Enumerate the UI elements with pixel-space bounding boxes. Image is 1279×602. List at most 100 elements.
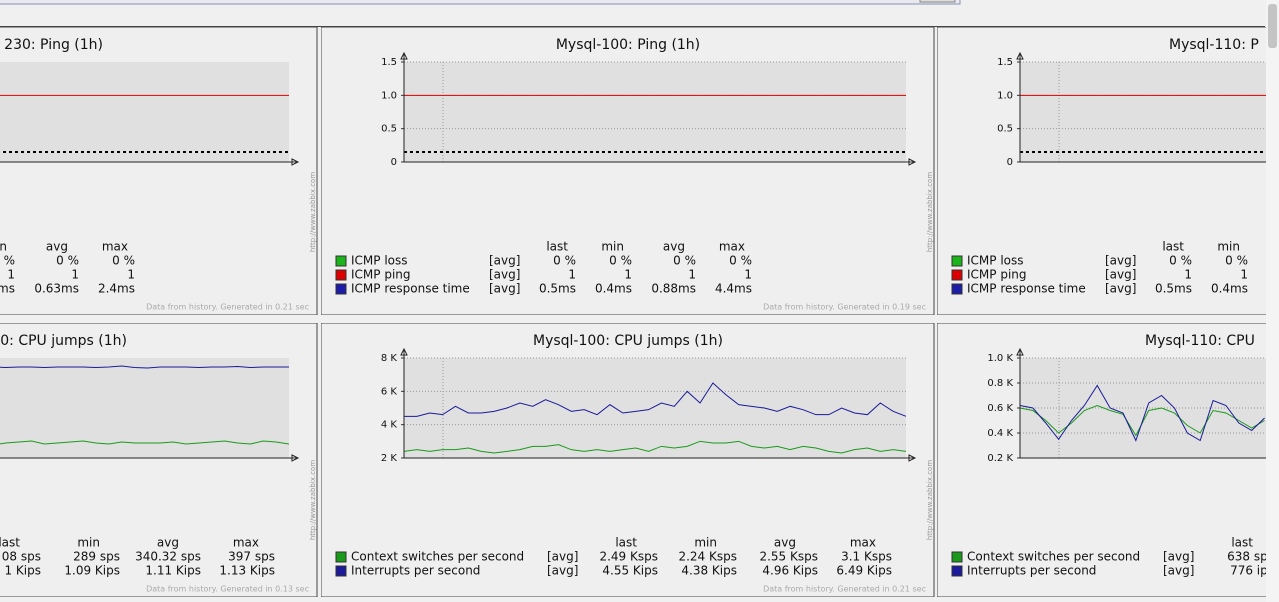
legend-stat: 289 sps: [73, 550, 120, 564]
y-tick-label: 0: [391, 157, 397, 168]
panel-title: Mysql-110: CPU: [1145, 333, 1255, 349]
legend-stat: 0.63ms: [34, 282, 79, 296]
y-axis: [400, 347, 408, 458]
legend-stat: 1: [71, 268, 79, 282]
legend-header: avg: [46, 240, 68, 254]
legend-swatch: [951, 565, 963, 577]
plot-area: [1020, 62, 1266, 162]
legend-stat: 2.49 Ksps: [599, 550, 658, 564]
y-tick-label: 4 K: [381, 420, 398, 431]
legend-header: max: [850, 536, 876, 550]
x-axis: [0, 454, 300, 462]
legend-header: last: [0, 536, 20, 550]
legend-name: ICMP loss: [967, 254, 1024, 268]
legend-name: ICMP response time: [351, 282, 470, 296]
legend-stat: 0.88ms: [651, 282, 696, 296]
legend-stat: 776 ips: [1230, 564, 1274, 578]
plot-area: [0, 358, 289, 458]
legend-name: ICMP ping: [351, 268, 411, 282]
legend-header: last: [1162, 240, 1184, 254]
legend-stat: 0 %: [1225, 254, 1248, 268]
x-axis: [404, 158, 917, 166]
legend-function: [avg]: [547, 564, 578, 578]
legend-header: avg: [774, 536, 796, 550]
y-tick-label: 0.5: [997, 124, 1013, 135]
panel-title: 0: CPU jumps (1h): [0, 333, 127, 349]
legend-name: ICMP response time: [967, 282, 1086, 296]
legend-function: [avg]: [1105, 254, 1136, 268]
y-tick-label: 1.0: [381, 90, 397, 101]
scrollbar-thumb[interactable]: [1268, 4, 1277, 48]
legend-name: Interrupts per second: [967, 564, 1096, 578]
legend-stat: 1.09 Kips: [64, 564, 120, 578]
series-line: [403, 440, 907, 454]
y-tick-label: 0: [1007, 157, 1013, 168]
legend-stat: 1.11 Kips: [145, 564, 201, 578]
legend-header: min: [1217, 240, 1240, 254]
graph-panel: Mysql-100: Ping (1h) 0 0.5 1.0 1.5 last min avg…: [321, 27, 935, 315]
legend-function: [avg]: [1163, 564, 1194, 578]
legend-stat: 3.1 Ksps: [841, 550, 892, 564]
y-tick-label: 0.8 K: [987, 378, 1013, 389]
legend-stat: 0 %: [673, 254, 696, 268]
series-line: [404, 382, 907, 417]
legend-stat: 4.38 Kips: [681, 564, 737, 578]
series-line: [0, 365, 289, 369]
legend-stat: 1: [688, 268, 696, 282]
legend-name: ICMP loss: [351, 254, 408, 268]
y-tick-label: 1.0 K: [987, 353, 1013, 364]
legend-stat: 1: [624, 268, 632, 282]
scrollbar[interactable]: [1266, 0, 1279, 602]
watermark: http://www.zabbix.com: [309, 460, 317, 540]
legend-swatch: [335, 283, 347, 295]
series-line: [0, 440, 290, 445]
legend-swatch: [951, 255, 963, 267]
legend-header: max: [719, 240, 745, 254]
graph-panel: Mysql-100: CPU jumps (1h) 2 K 4 K 6 K 8 K las…: [321, 323, 935, 597]
legend-swatch: [335, 565, 347, 577]
legend-swatch: [335, 551, 347, 563]
legend-stat: %: [4, 254, 15, 268]
footer: Data from history. Generated in 0.13 sec: [146, 585, 309, 594]
top-input[interactable]: [0, 0, 961, 5]
legend-header: min: [77, 536, 100, 550]
panel-title: 230: Ping (1h): [4, 37, 103, 53]
y-tick-label: 1.5: [381, 57, 397, 68]
legend-function: [avg]: [489, 282, 520, 296]
panel-title: Mysql-100: CPU jumps (1h): [533, 333, 723, 349]
legend-name: Context switches per second: [967, 550, 1140, 564]
x-axis: [0, 158, 300, 166]
y-tick-label: 0.2 K: [987, 453, 1013, 464]
y-axis: [1016, 347, 1024, 458]
top-button[interactable]: [919, 0, 956, 3]
y-tick-label: 1.0: [997, 90, 1013, 101]
legend-swatch: [951, 551, 963, 563]
y-axis: [1016, 51, 1024, 162]
legend-header: avg: [663, 240, 685, 254]
legend-header: last: [1231, 536, 1253, 550]
legend-swatch: [335, 255, 347, 267]
legend-header: min: [601, 240, 624, 254]
legend-stat: 0 %: [56, 254, 79, 268]
y-tick-label: 1.5: [997, 57, 1013, 68]
legend-stat: 1: [7, 268, 15, 282]
legend-header: avg: [157, 536, 179, 550]
watermark: http://www.zabbix.com: [926, 460, 934, 540]
watermark: http://www.zabbix.com: [926, 172, 934, 252]
legend-stat: 6.49 Kips: [836, 564, 892, 578]
legend-function: [avg]: [1105, 268, 1136, 282]
plot-area: [404, 358, 906, 458]
y-tick-label: 6 K: [381, 386, 398, 397]
legend-stat: 1.13 Kips: [219, 564, 275, 578]
legend-stat: 4.4ms: [715, 282, 752, 296]
legend-stat: 0.5ms: [1155, 282, 1192, 296]
legend-header: min: [694, 536, 717, 550]
x-axis: [1020, 457, 1266, 459]
legend-swatch: [951, 283, 963, 295]
legend-stat: ms: [0, 282, 15, 296]
plot-area: [0, 62, 289, 162]
panel-title: Mysql-110: P: [1169, 37, 1259, 53]
legend-stat: 0.4ms: [1211, 282, 1248, 296]
legend-stat: 0 %: [609, 254, 632, 268]
